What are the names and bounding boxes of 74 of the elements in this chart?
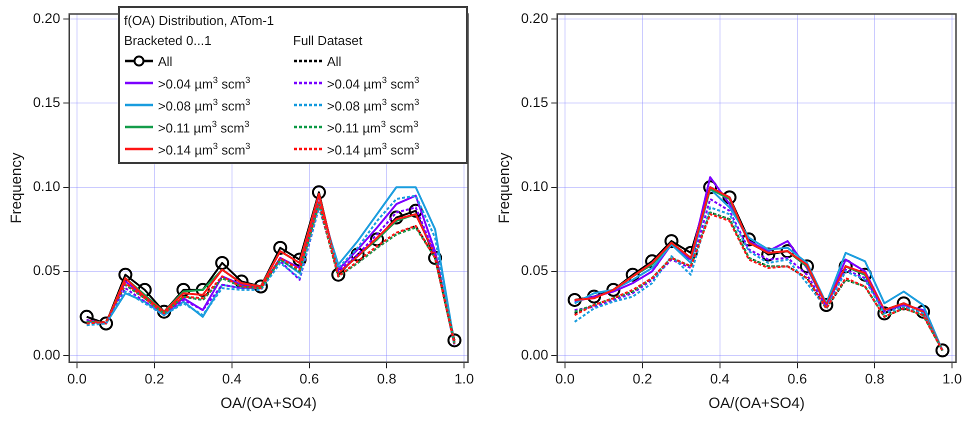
point [800,259,814,274]
point [389,210,404,225]
point [118,268,132,282]
point [157,304,172,319]
point [916,304,930,319]
x-axis-title: OA/(OA+SO4) [220,395,317,412]
point [896,296,911,310]
point [331,268,346,282]
point [215,256,230,270]
point [99,316,114,331]
point [568,292,582,307]
x-tick-label: 0.4 [222,370,242,386]
point [196,282,210,297]
x-tick-label: 0.4 [710,370,730,386]
legend-title: f(OA) Distribution, ATom-1 [124,12,276,30]
y-tick-label: 0.15 [521,94,548,110]
point [819,298,834,312]
y-tick-label: 0.15 [33,94,60,110]
x-axis-title: OA/(OA+SO4) [708,395,805,412]
x-tick-label: 0.6 [300,370,320,386]
y-axis-title: Frequency [496,152,514,224]
point [447,333,462,348]
legend-label: All [158,54,172,68]
legend-label: >0.11 µm$^{3}$ scm$^{3}$ [158,118,250,136]
y-tick-label: 0.00 [33,346,60,362]
point [626,268,640,282]
point [858,268,872,282]
legend-label: >0.14 µm$^{3}$ scm$^{3}$ [327,140,420,158]
point [664,234,678,248]
x-tick-label: 0.2 [144,370,164,386]
legend-label: >0.08 µm$^{3}$ scm$^{3}$ [327,96,420,114]
point [312,185,326,200]
point [350,248,365,262]
x-tick-label: 0.8 [864,370,885,386]
legend-label: >0.11 µm$^{3}$ scm$^{3}$ [327,118,418,136]
point [80,310,94,324]
point [877,306,892,320]
legend-label: >0.14 µm$^{3}$ scm$^{3}$ [158,140,250,158]
point [742,232,756,246]
point [606,282,620,297]
y-tick-label: 0.05 [521,262,548,278]
y-tick-label: 0.05 [33,262,60,278]
annotation: Bracketed 0...1 [124,32,212,48]
legend-label: All [327,54,342,68]
x-tick-label: 0.2 [632,370,652,386]
point [703,180,718,194]
y-tick-label: 0.00 [521,346,548,362]
point [935,343,950,358]
x-tick-label: 0.0 [67,370,87,386]
y-tick-label: 0.20 [33,10,60,26]
legend-label: >0.04 µm$^{3}$ scm$^{3}$ [327,74,420,92]
point [254,280,268,294]
y-tick-label: 0.20 [521,10,548,26]
x-tick-label: 0.0 [555,370,575,386]
point [722,190,737,204]
x-tick-label: 1.0 [942,370,962,386]
annotation: Full Dataset [293,32,364,48]
y-tick-label: 0.10 [33,178,60,194]
point [761,248,776,262]
y-tick-label: 0.10 [521,178,548,194]
point [587,290,602,304]
point [428,250,442,265]
x-tick-label: 0.6 [788,370,808,386]
point [273,240,288,255]
point [408,204,423,218]
point [370,232,384,246]
point [292,252,307,267]
y-axis-title: Frequency [8,152,26,224]
point [780,244,795,258]
x-tick-label: 1.0 [454,370,474,386]
point [176,282,190,297]
legend-label: >0.08 µm$^{3}$ scm$^{3}$ [158,96,250,114]
legend-label: >0.04 µm$^{3}$ scm$^{3}$ [158,74,250,92]
x-tick-label: 0.8 [376,370,397,386]
